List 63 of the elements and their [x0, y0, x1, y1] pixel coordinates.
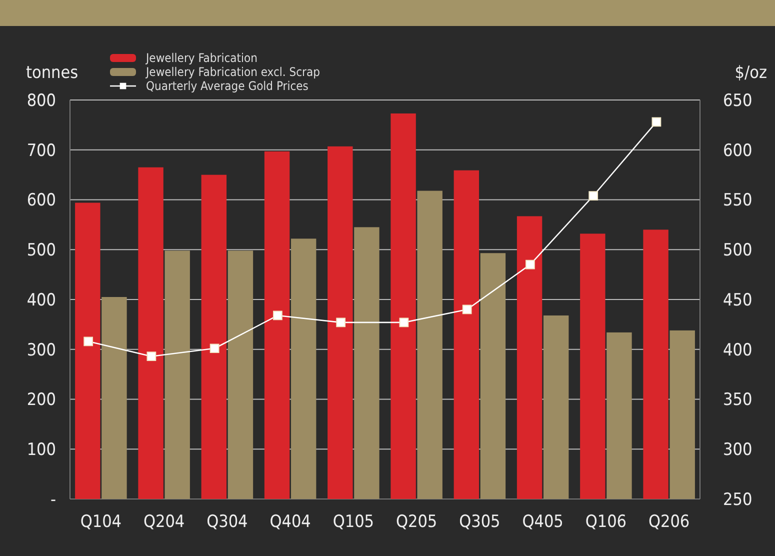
point: [336, 318, 346, 328]
y-tick-label: 700: [26, 140, 56, 161]
legend-label: Jewellery Fabrication: [145, 51, 258, 66]
bar: [516, 216, 542, 499]
bar: [670, 330, 695, 499]
y2-axis-title: $/oz: [734, 63, 767, 83]
bar: [102, 297, 127, 499]
x-tick-label: Q206: [648, 512, 690, 532]
y-tick-label: 600: [26, 190, 56, 211]
y-tick-label: 300: [26, 340, 56, 360]
bar: [328, 146, 353, 499]
x-tick-label: Q205: [396, 512, 438, 532]
x-tick-label: Q305: [459, 512, 500, 532]
y-tick-label: 800: [26, 90, 56, 111]
bar: [480, 253, 506, 499]
point: [652, 117, 662, 127]
y2-tick-label: 350: [723, 390, 752, 410]
bar: [138, 167, 164, 499]
y2-tick-label: 650: [723, 90, 752, 111]
y-tick-label: 100: [26, 440, 56, 460]
bar: [543, 315, 569, 499]
bar: [164, 250, 190, 499]
point: [526, 260, 535, 270]
point: [210, 344, 220, 354]
x-tick-label: Q104: [80, 512, 122, 532]
legend-label: Quarterly Average Gold Prices: [146, 79, 309, 94]
y2-tick-label: 500: [723, 240, 752, 261]
x-tick-label: Q404: [270, 512, 311, 532]
point: [84, 336, 94, 346]
point: [462, 304, 472, 314]
x-tick-label: Q405: [522, 512, 564, 532]
point: [588, 191, 598, 200]
bar: [643, 230, 668, 499]
bar: [75, 202, 100, 499]
y-tick-label: 200: [26, 390, 56, 410]
bar: [201, 174, 227, 499]
x-tick-label: Q204: [143, 512, 185, 532]
point: [146, 352, 156, 362]
y-axis-title: tonnes: [26, 63, 78, 83]
y2-tick-label: 400: [723, 340, 752, 360]
bar: [417, 190, 442, 499]
y2-tick-label: 300: [723, 440, 752, 460]
y2-tick-label: 600: [723, 140, 752, 161]
legend-label: Jewellery Fabrication excl. Scrap: [145, 65, 320, 80]
bar: [354, 227, 380, 499]
point: [273, 310, 282, 320]
y2-tick-label: 550: [723, 190, 752, 211]
y-tick-label: -: [50, 490, 56, 510]
bar: [228, 250, 254, 499]
y2-tick-label: 250: [723, 490, 752, 510]
y-tick-label: 400: [26, 290, 56, 310]
x-tick-label: Q105: [332, 512, 374, 532]
x-tick-label: Q304: [206, 512, 248, 532]
bar: [390, 113, 416, 499]
y-tick-label: 500: [26, 240, 56, 261]
point: [399, 318, 409, 328]
bar: [264, 151, 290, 499]
bar: [454, 170, 480, 499]
bar: [580, 234, 606, 499]
bar: [290, 238, 316, 499]
bar: [606, 332, 632, 499]
y2-tick-label: 450: [723, 290, 752, 310]
x-tick-label: Q106: [585, 512, 627, 532]
